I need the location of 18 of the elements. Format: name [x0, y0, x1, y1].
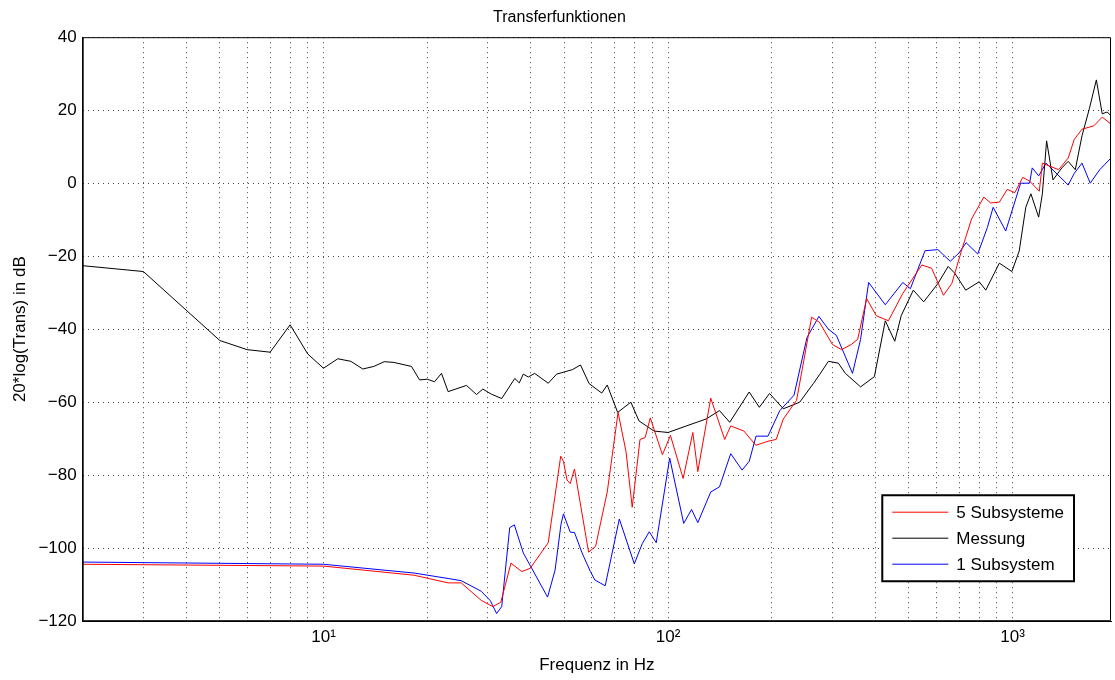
x-tick-label: 10³: [1000, 627, 1026, 647]
y-tick-label: −20: [47, 245, 77, 265]
x-tick-label: 10²: [655, 627, 681, 647]
y-tick-label: −120: [38, 610, 77, 630]
x-tick-label: 10¹: [311, 627, 337, 647]
legend-label: 1 Subsystem: [956, 554, 1055, 574]
chart-title: Transferfunktionen: [493, 8, 626, 26]
y-tick-label: 0: [67, 172, 77, 192]
y-tick-label: −100: [38, 537, 77, 557]
y-tick-label: −80: [47, 464, 77, 484]
x-axis-title: Frequenz in Hz: [539, 655, 655, 675]
legend-label: Messung: [956, 528, 1026, 548]
y-tick-label: 40: [57, 26, 77, 46]
y-axis-title: 20*log(Trans) in dB: [9, 256, 29, 403]
legend-label: 5 Subsysteme: [956, 502, 1065, 522]
y-tick-label: −60: [47, 391, 77, 411]
y-tick-label: 20: [57, 99, 77, 119]
y-tick-label: −40: [47, 318, 77, 338]
